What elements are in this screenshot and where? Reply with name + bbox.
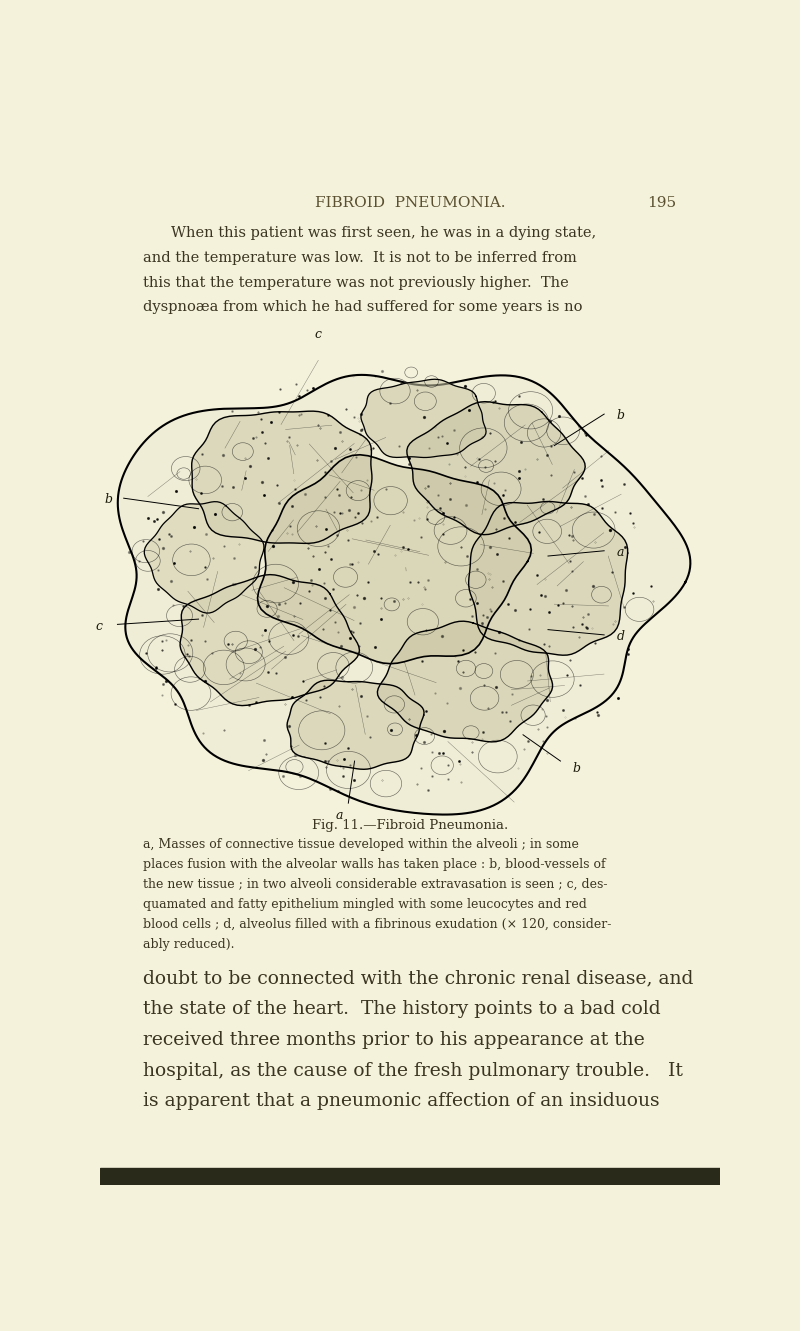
Text: b: b [617,410,625,422]
Text: the new tissue ; in two alveoli considerable extravasation is seen ; c, des-: the new tissue ; in two alveoli consider… [143,878,608,892]
Text: and the temperature was low.  It is not to be inferred from: and the temperature was low. It is not t… [143,252,578,265]
Polygon shape [192,411,372,543]
Text: When this patient was first seen, he was in a dying state,: When this patient was first seen, he was… [171,226,597,241]
Polygon shape [144,502,264,614]
Text: FIBROID  PNEUMONIA.: FIBROID PNEUMONIA. [314,196,506,209]
Text: 195: 195 [647,196,677,209]
Polygon shape [258,455,531,664]
Text: a: a [617,546,624,559]
Polygon shape [469,502,628,655]
Text: dyspnoæa from which he had suffered for some years is no: dyspnoæa from which he had suffered for … [143,299,583,314]
Text: a, Masses of connective tissue developed within the alveoli ; in some: a, Masses of connective tissue developed… [143,839,579,852]
Text: blood cells ; d, alveolus filled with a fibrinous exudation (× 120, consider-: blood cells ; d, alveolus filled with a … [143,918,612,932]
Bar [100,1169,720,1185]
Text: a: a [336,809,343,823]
Text: c: c [96,620,102,632]
Text: this that the temperature was not previously higher.  The: this that the temperature was not previo… [143,276,569,290]
Text: d: d [617,630,625,643]
Polygon shape [118,375,690,815]
Text: Fig. 11.—Fibroid Pneumonia.: Fig. 11.—Fibroid Pneumonia. [312,819,508,832]
Polygon shape [378,622,553,741]
Text: the state of the heart.  The history points to a bad cold: the state of the heart. The history poin… [143,1000,661,1018]
Polygon shape [180,575,359,705]
Polygon shape [287,680,424,769]
Text: b: b [105,494,113,507]
Text: received three months prior to his appearance at the: received three months prior to his appea… [143,1030,645,1049]
Text: ably reduced).: ably reduced). [143,938,235,952]
Text: b: b [573,761,581,775]
Text: quamated and fatty epithelium mingled with some leucocytes and red: quamated and fatty epithelium mingled wi… [143,898,587,912]
Text: c: c [314,327,321,341]
Polygon shape [361,379,486,458]
Text: is apparent that a pneumonic affection of an insiduous: is apparent that a pneumonic affection o… [143,1093,660,1110]
Text: places fusion with the alveolar walls has taken place : b, blood-vessels of: places fusion with the alveolar walls ha… [143,858,606,872]
Polygon shape [407,402,586,535]
Text: hospital, as the cause of the fresh pulmonary trouble.   It: hospital, as the cause of the fresh pulm… [143,1062,683,1079]
Text: doubt to be connected with the chronic renal disease, and: doubt to be connected with the chronic r… [143,969,694,988]
